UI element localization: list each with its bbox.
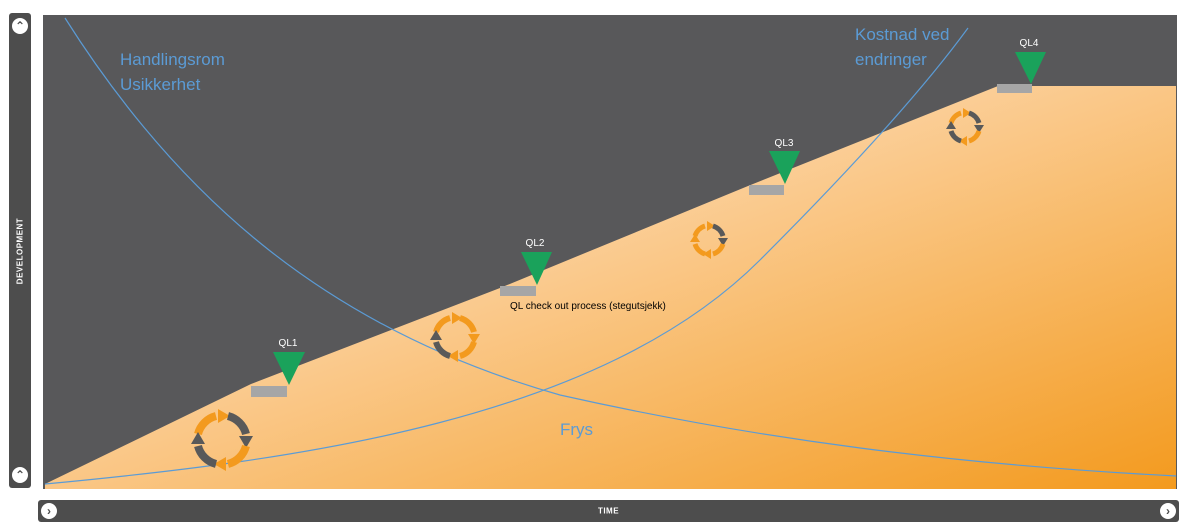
- gate-label-ql4: QL4: [1020, 38, 1039, 49]
- y-axis-bar: ⌃ DEVELOPMENT ⌃: [9, 13, 31, 488]
- x-axis-bar: › TIME ›: [38, 500, 1179, 522]
- chevron-up-icon[interactable]: ⌃: [12, 467, 28, 483]
- gate-label-ql3: QL3: [775, 138, 794, 149]
- gate-label-ql1: QL1: [279, 338, 298, 349]
- gate-marker-icon: [273, 352, 305, 385]
- uncertainty-label-line1: Handlingsrom: [120, 50, 225, 69]
- cost-label-line2: endringer: [855, 50, 927, 69]
- gate-marker-icon: [521, 252, 552, 285]
- cycle-arrows-icon: [191, 409, 253, 471]
- cycle-arrows-icon: [430, 312, 480, 362]
- gate-marker-icon: [1015, 52, 1046, 84]
- cost-label-line1: Kostnad ved: [855, 25, 950, 44]
- gate-base: [749, 185, 784, 195]
- gate-base: [997, 84, 1032, 93]
- gate-base: [500, 286, 536, 296]
- chevron-up-icon[interactable]: ⌃: [12, 18, 28, 34]
- freeze-label: Frys: [560, 420, 593, 439]
- chevron-right-icon[interactable]: ›: [41, 503, 57, 519]
- development-area: [45, 86, 1176, 489]
- chevron-right-icon[interactable]: ›: [1160, 503, 1176, 519]
- cycle-arrows-icon: [690, 221, 728, 259]
- cycle-arrows-icon: [946, 108, 984, 146]
- gate-marker-icon: [769, 151, 800, 184]
- uncertainty-label-line2: Usikkerhet: [120, 75, 201, 94]
- gate-base: [251, 386, 287, 397]
- gate-label-ql2: QL2: [526, 238, 545, 249]
- checkout-annotation: QL check out process (stegutsjekk): [510, 301, 666, 312]
- uncertainty-curve: [64, 17, 1177, 477]
- x-axis-label: TIME: [597, 506, 620, 516]
- cost-curve: [44, 27, 969, 485]
